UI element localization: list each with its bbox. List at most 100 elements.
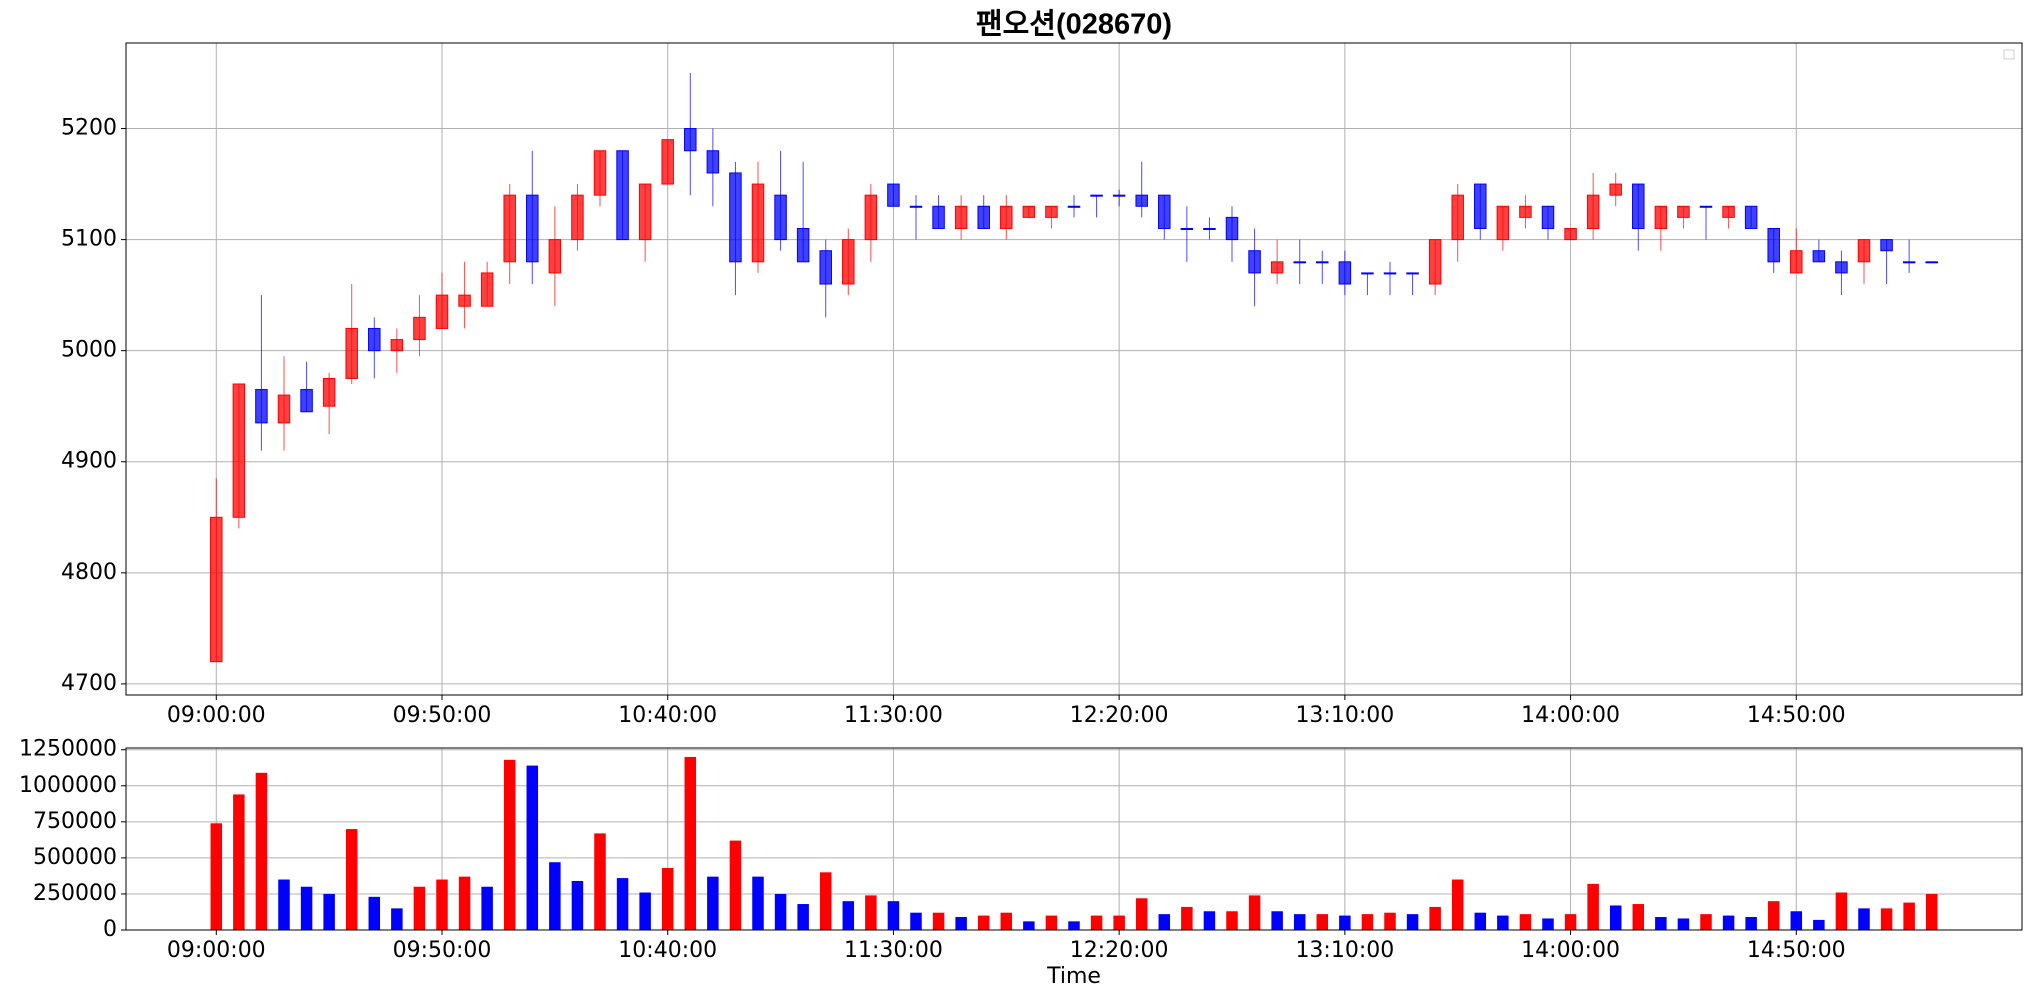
candle-body	[1316, 261, 1329, 264]
volume-bar	[1226, 911, 1238, 930]
volume-bar	[1542, 918, 1554, 930]
volume-bar	[1384, 912, 1396, 930]
volume-bar	[1767, 901, 1780, 930]
volume-bar	[639, 892, 651, 930]
x-tick-label: 14:50:00	[1747, 938, 1846, 963]
volume-bar	[345, 829, 358, 930]
candle-body	[368, 327, 381, 352]
candle-body	[706, 150, 720, 174]
candle-body	[210, 516, 223, 663]
candle-body	[1812, 250, 1826, 263]
candle-body	[864, 194, 878, 241]
volume-bar	[977, 915, 990, 930]
x-tick-label: 13:10:00	[1295, 703, 1394, 728]
candle-body	[751, 183, 765, 263]
x-tick-label: 11:30:00	[844, 703, 943, 728]
x-tick-label: 11:30:00	[844, 938, 943, 963]
volume-bar	[255, 772, 268, 930]
candle-body	[1406, 272, 1419, 275]
x-tick-label: 14:50:00	[1747, 703, 1846, 728]
y-tick-label: 4800	[61, 560, 117, 585]
y-tick-label: 1250000	[19, 737, 117, 762]
candle-body	[1541, 205, 1555, 229]
volume-bar	[368, 896, 381, 930]
candle-body	[435, 294, 449, 329]
candle-body	[1248, 250, 1261, 274]
volume-bar	[661, 867, 674, 930]
volume-bar	[1429, 906, 1441, 930]
volume-bar	[1023, 921, 1035, 930]
volume-bar	[1925, 893, 1938, 930]
volume-bar	[887, 901, 900, 930]
volume-bar	[1790, 911, 1803, 930]
volume-bar	[1361, 914, 1374, 930]
candle-body	[1925, 261, 1938, 264]
candle-body	[909, 205, 923, 208]
candle-body	[1609, 183, 1622, 196]
candle-body	[1767, 227, 1780, 263]
axes-frame	[125, 42, 2023, 696]
candle-body	[1790, 250, 1803, 274]
x-tick-label: 14:00:00	[1521, 703, 1620, 728]
volume-bar	[910, 912, 922, 930]
y-tick-label: 4900	[61, 449, 117, 474]
y-tick-label: 1000000	[19, 773, 117, 798]
candle-body	[1586, 194, 1600, 229]
volume-bar	[1655, 917, 1667, 930]
candle-body	[1225, 216, 1239, 241]
candle-body	[819, 250, 832, 285]
volume-bar	[391, 908, 403, 930]
y-tick-label: 0	[103, 917, 117, 942]
candle-body	[1383, 272, 1397, 275]
candle-body	[1474, 183, 1487, 229]
candle-body	[1067, 205, 1081, 208]
volume-bar	[278, 879, 290, 930]
candle-body	[548, 239, 562, 274]
volume-bar	[1813, 919, 1825, 930]
candle-body	[390, 339, 404, 352]
volume-bar	[1677, 918, 1690, 930]
x-axis-label: Time	[1046, 964, 1101, 989]
candle-body	[1722, 205, 1735, 218]
candle-body	[1519, 205, 1532, 218]
volume-bar	[819, 872, 832, 930]
candle-body	[1158, 194, 1171, 229]
candle-body	[1428, 239, 1442, 285]
candle-body	[1112, 194, 1126, 197]
candle-body	[1744, 205, 1758, 229]
volume-bar	[1316, 914, 1329, 930]
volume-bar	[955, 917, 967, 930]
candle-body	[593, 150, 607, 196]
volume-bar	[210, 823, 223, 930]
volume-bar	[1564, 914, 1577, 930]
axes-frame	[125, 747, 2023, 931]
candle-body	[526, 194, 539, 263]
y-tick-label: 5000	[61, 338, 117, 363]
volume-bar	[729, 840, 742, 930]
candle-body	[255, 389, 268, 424]
candle-body	[1293, 261, 1306, 264]
volume-bar	[1158, 914, 1171, 930]
candle-body	[1902, 261, 1916, 264]
candle-body	[774, 194, 787, 241]
candle-body	[887, 183, 900, 207]
candle-body	[458, 294, 471, 307]
volume-bar	[1068, 921, 1080, 930]
candle-body	[1880, 239, 1893, 252]
candle-body	[413, 316, 426, 341]
volume-bar	[458, 876, 471, 930]
candle-body	[954, 205, 968, 229]
volume-bar	[571, 880, 584, 930]
candle-body	[638, 183, 652, 241]
volume-bar	[1045, 915, 1058, 930]
volume-bar	[526, 765, 539, 930]
candle-body	[1135, 194, 1148, 207]
candle-body	[1090, 194, 1103, 197]
volume-bar	[1835, 892, 1848, 930]
candle-body	[571, 194, 584, 241]
volume-bar	[1339, 915, 1351, 930]
volume-bar	[436, 879, 448, 930]
candle-body	[1699, 205, 1713, 208]
volume-bar	[684, 756, 697, 930]
